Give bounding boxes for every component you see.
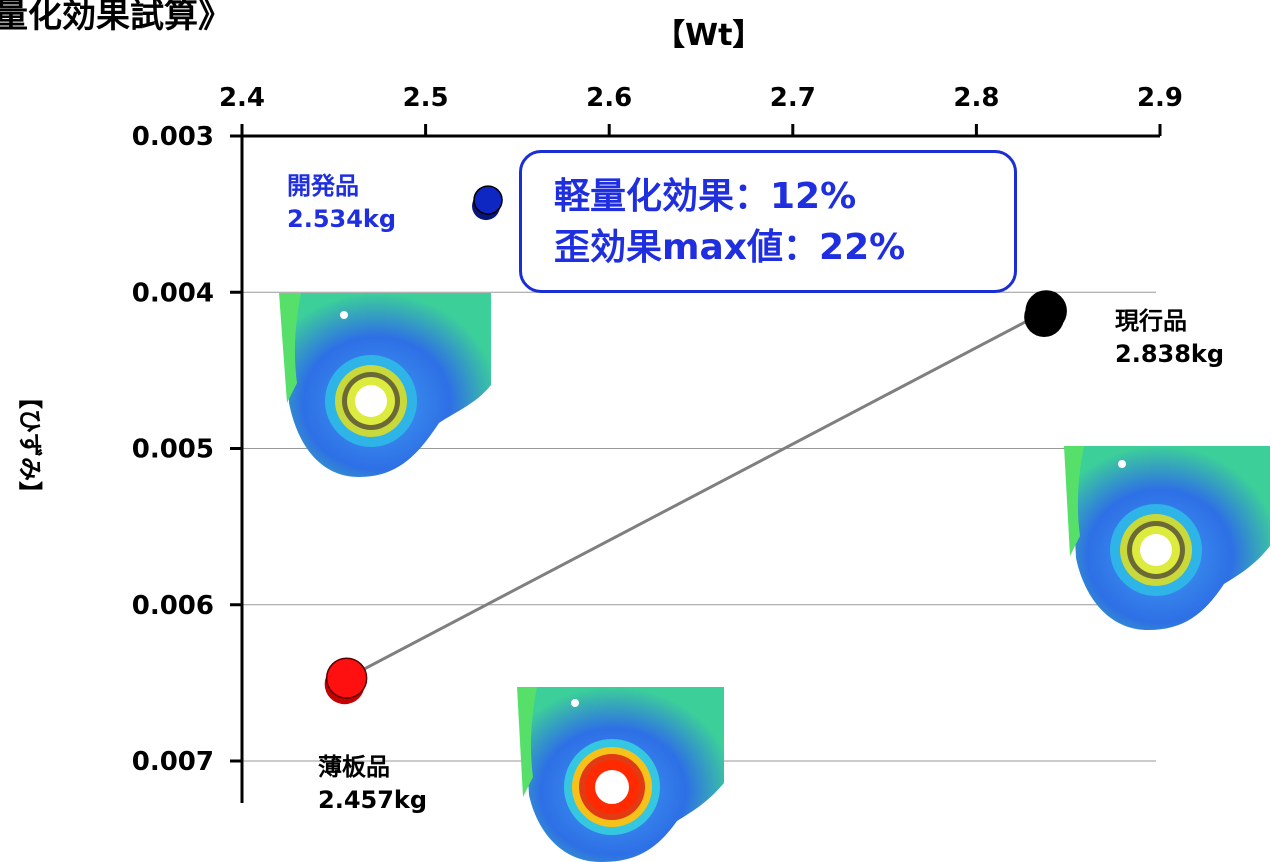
y-axis-label-wrap: 【ひずみ】 bbox=[6, 385, 50, 505]
point-name-dev: 開発品 bbox=[287, 172, 359, 200]
fea-stress-map-current-icon bbox=[1064, 446, 1270, 630]
callout-line-strain: 歪効果max値：22% bbox=[554, 227, 906, 268]
x-tick-label: 2.6 bbox=[586, 83, 632, 113]
point-name-current: 現行品 bbox=[1115, 307, 1187, 335]
point-label-dev: 開発品 2.534kg bbox=[287, 170, 396, 236]
x-tick-label: 2.7 bbox=[770, 83, 816, 113]
y-tick-label: 0.005 bbox=[132, 435, 214, 465]
point-weight-thin: 2.457kg bbox=[318, 786, 428, 814]
chart-title: 量化効果試算》 bbox=[0, 0, 232, 36]
data-point bbox=[473, 185, 503, 215]
x-tick-label: 2.5 bbox=[403, 83, 449, 113]
data-point bbox=[325, 657, 368, 699]
y-tick-label: 0.003 bbox=[132, 122, 214, 152]
data-point bbox=[1025, 290, 1067, 332]
fea-stress-map-dev-icon bbox=[279, 293, 491, 477]
point-weight-dev: 2.534kg bbox=[287, 205, 397, 233]
effect-callout: 軽量化効果：12% 歪効果max値：22% bbox=[519, 150, 1017, 293]
x-axis-label: 【Wt】 bbox=[655, 18, 763, 53]
point-label-thin: 薄板品 2.457kg bbox=[318, 751, 427, 817]
y-tick-label: 0.007 bbox=[132, 747, 214, 777]
connector-line bbox=[345, 309, 1047, 680]
fea-stress-map-thin-icon bbox=[517, 687, 724, 862]
x-tick-label: 2.8 bbox=[953, 83, 999, 113]
point-weight-current: 2.838kg bbox=[1115, 340, 1225, 368]
y-tick-label: 0.004 bbox=[132, 278, 214, 308]
callout-line-weight: 軽量化効果：12% bbox=[554, 176, 857, 217]
point-name-thin: 薄板品 bbox=[318, 753, 390, 781]
y-tick-label: 0.006 bbox=[132, 591, 214, 621]
x-tick-label: 2.4 bbox=[219, 83, 265, 113]
y-axis-label: 【ひずみ】 bbox=[16, 385, 44, 505]
x-tick-label: 2.9 bbox=[1137, 83, 1183, 113]
point-label-current: 現行品 2.838kg bbox=[1115, 305, 1224, 371]
